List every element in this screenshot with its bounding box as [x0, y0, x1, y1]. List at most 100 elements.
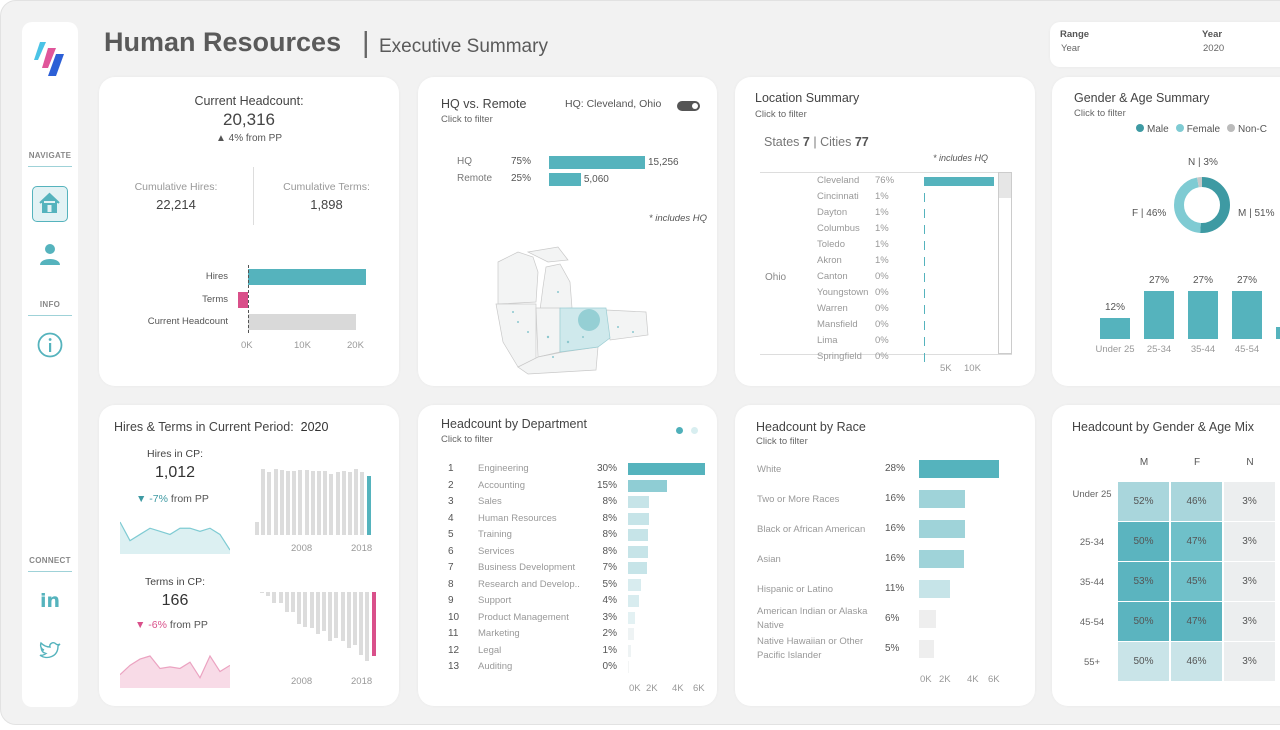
legend-item-female[interactable]: Female [1175, 124, 1221, 135]
mix-cell[interactable]: 3% [1224, 522, 1275, 561]
donut-slice[interactable] [1174, 177, 1230, 233]
hires-cp-label: Hires in CP: [146, 448, 203, 460]
mix-cell[interactable]: 46% [1171, 482, 1222, 521]
mix-heatmap[interactable]: M F N Under 25 52% 46% 3% 25-34 50% 47% 3% 35-44 53%… [1052, 405, 1280, 706]
city-bar [924, 225, 925, 234]
divider [28, 571, 72, 572]
dept-bar [628, 628, 634, 640]
person-icon[interactable] [38, 242, 62, 266]
mix-cell[interactable]: 53% [1118, 562, 1169, 601]
dept-name: Product Management [478, 611, 569, 623]
location-title: Location Summary [755, 91, 860, 105]
dept-name: Marketing [478, 628, 520, 639]
dept-name: Services [478, 545, 515, 557]
hq-remote-bar-chart[interactable]: HQ 75% 15,256 Remote 25% 5,060 [418, 77, 717, 277]
location-scrollbar[interactable] [998, 172, 1012, 354]
mix-cell[interactable]: 3% [1224, 562, 1275, 601]
dept-rank: 7 [448, 562, 454, 573]
race-label: White [757, 464, 782, 475]
hires-sparkline[interactable] [120, 512, 230, 554]
race-bar-chart[interactable]: White 28% Two or More Races 16% Black or Afr… [735, 405, 1035, 706]
location-card: Location Summary Click to filter States … [735, 77, 1035, 386]
department-bar-chart[interactable]: 1 Engineering 30% 2 Accounting 15% 3 Sales 8% 4 Hu… [418, 405, 717, 706]
city-pct: 0% [875, 335, 889, 346]
terms-sparkline[interactable] [120, 646, 230, 688]
hq-note: * includes HQ [648, 213, 707, 224]
mix-cell[interactable]: 3% [1224, 602, 1275, 641]
headcount-card: Current Headcount: 20,316 ▲ 4% from PP C… [99, 77, 399, 386]
mix-cell[interactable]: 3% [1224, 482, 1275, 521]
year-label: Year [1202, 29, 1223, 40]
age-bar-label: 27% [1192, 275, 1213, 286]
hq-bar [549, 173, 581, 186]
dept-rank: 2 [448, 479, 454, 491]
headcount-bar-chart[interactable]: Hires Terms Current Headcount 0K 10K 20K [99, 77, 399, 386]
mix-cell[interactable]: 52% [1118, 482, 1169, 521]
race-bar [919, 550, 965, 568]
hires-year-bar [286, 470, 290, 535]
hires-year-bar [366, 475, 371, 535]
page-dot-active[interactable] [676, 427, 683, 434]
info-icon[interactable] [37, 332, 63, 358]
map-state-pennsylvania [605, 309, 649, 341]
mix-cell[interactable]: 47% [1171, 522, 1222, 561]
race-pct: 16% [885, 523, 906, 534]
race-pct: 5% [885, 643, 900, 654]
year-value: 2020 [1203, 43, 1225, 54]
terms-year-bar [322, 592, 326, 631]
age-category: 25-34 [1146, 344, 1172, 355]
donut-slice[interactable] [1174, 177, 1230, 233]
map-state-illinois [495, 303, 537, 368]
terms-year-bar [303, 592, 308, 627]
hires-year-bar [323, 470, 328, 535]
axis-tick: 4K [967, 674, 979, 685]
legend-item-non-c[interactable]: Non-C [1227, 124, 1267, 135]
location-bar-chart[interactable]: Cleveland 76% Cincinnati 1% Dayton 1% Columbus… [735, 77, 1035, 386]
hq-bar [549, 156, 645, 169]
divider [760, 172, 1012, 173]
legend-label: Non-C [1238, 124, 1267, 135]
state-label: Ohio [765, 272, 787, 283]
dept-name: Research and Develop.. [478, 578, 580, 590]
city-pct: 0% [875, 287, 889, 298]
location-counts: States 7 | Cities 77 [764, 135, 869, 149]
mix-cell[interactable]: 50% [1118, 642, 1169, 681]
hires-year-bar [310, 470, 315, 535]
hq-toggle[interactable] [677, 101, 700, 111]
nav-home-button[interactable] [32, 186, 68, 222]
age-bar-label: 27% [1236, 275, 1257, 286]
dept-bar [628, 512, 649, 525]
app-logo[interactable] [34, 40, 66, 80]
legend-label: Female [1186, 124, 1221, 135]
terms-year-bar [284, 592, 289, 612]
city-label: Springfield [817, 351, 862, 362]
race-bar [919, 490, 965, 508]
hires-year-bar [317, 470, 321, 535]
location-map[interactable] [488, 242, 653, 377]
mix-cell[interactable]: 3% [1224, 642, 1275, 681]
mix-cell[interactable]: 45% [1171, 562, 1222, 601]
dept-bar [628, 479, 667, 492]
gender-legend[interactable]: Male Female Non-C [1136, 124, 1274, 135]
scrollbar-thumb[interactable] [999, 173, 1011, 198]
hires-year-bar [360, 472, 365, 535]
axis-tick: 5K [940, 363, 952, 374]
race-pct: 11% [885, 583, 905, 594]
mix-cell[interactable]: 50% [1118, 522, 1169, 561]
page-subtitle: Executive Summary [379, 36, 548, 57]
legend-item-male[interactable]: Male [1136, 124, 1169, 135]
page-dot[interactable] [691, 427, 698, 434]
mix-cell[interactable]: 47% [1171, 602, 1222, 641]
range-value: Year [1061, 43, 1081, 54]
terms-year-bar [278, 592, 283, 603]
hires-terms-bar-charts[interactable] [99, 405, 399, 706]
mix-cell[interactable]: 46% [1171, 642, 1222, 681]
hires-year-bar [329, 473, 334, 535]
gender-donut-chart[interactable] [1167, 170, 1237, 240]
mix-cell[interactable]: 50% [1118, 602, 1169, 641]
dept-name: Engineering [478, 463, 529, 474]
age-bar-chart[interactable]: 12% Under 25 27% 25-34 27% 35-44 27% 45-54 [1052, 77, 1280, 386]
linkedin-icon[interactable]: in [40, 590, 61, 612]
twitter-icon[interactable] [39, 641, 61, 661]
sparkline-area [120, 656, 230, 688]
